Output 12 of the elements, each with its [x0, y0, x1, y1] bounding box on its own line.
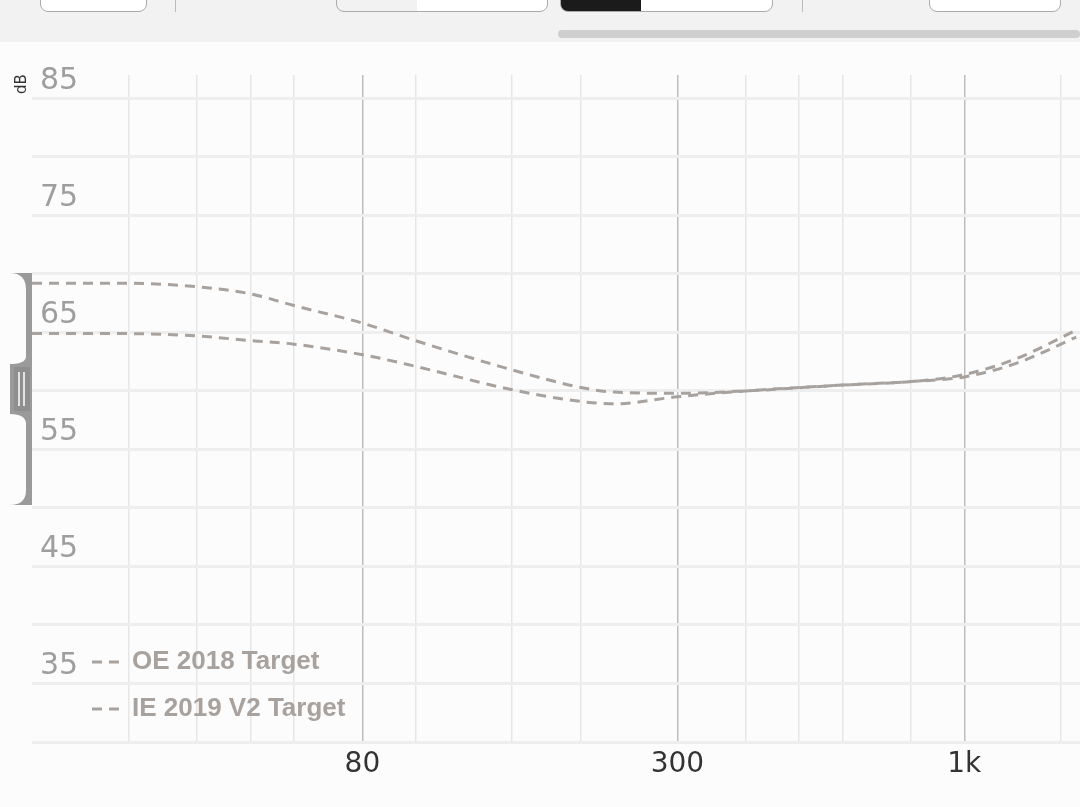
x-tick-label: 300 — [650, 746, 705, 780]
legend-label: IE 2019 V2 Target — [132, 692, 346, 723]
y-tick-label: 85 — [40, 61, 79, 97]
x-tick-label: 80 — [344, 746, 381, 780]
y-axis-title: dB — [11, 74, 30, 94]
x-tick-label: 1k — [947, 746, 983, 780]
y-tick-label: 45 — [40, 529, 79, 565]
y-tick-label: 55 — [40, 412, 79, 448]
legend-label: OE 2018 Target — [132, 645, 320, 676]
y-tick-label: 65 — [40, 295, 79, 331]
y-tick-label: 75 — [40, 178, 79, 214]
y-tick-label: 35 — [40, 646, 79, 682]
